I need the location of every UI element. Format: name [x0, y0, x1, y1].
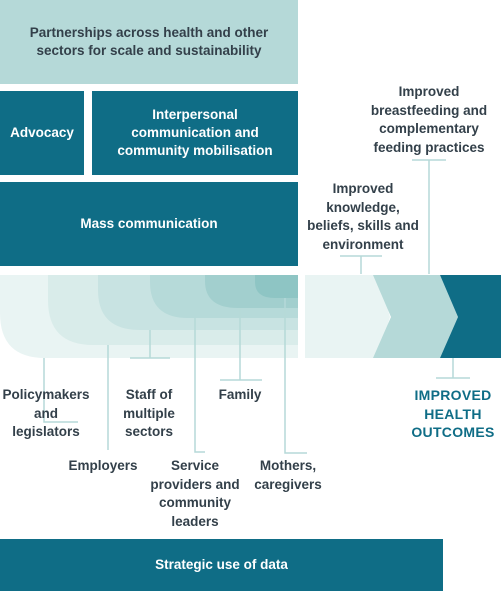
knowledge-outcome-label: Improved knowledge, beliefs, skills and … [307, 181, 419, 252]
staff-label: Staff of multiple sectors [123, 387, 175, 439]
family-label: Family [218, 387, 262, 402]
line-mothers [284, 298, 307, 454]
outcome-arrows [305, 275, 501, 358]
line-health [436, 358, 470, 379]
mothers-label: Mothers, caregivers [254, 458, 322, 492]
policymakers-label: Policymakers and legislators [2, 387, 90, 439]
arrow-dark [440, 275, 501, 358]
line-staff [130, 330, 170, 359]
line-knowledge [340, 255, 382, 274]
line-family [220, 308, 262, 381]
partnerships-label: Partnerships across health and other sec… [29, 25, 269, 58]
arrow-mid [373, 275, 458, 358]
mass-communication-label: Mass communication [80, 216, 218, 231]
line-policymakers [43, 358, 78, 423]
line-breastfeeding [412, 159, 446, 274]
line-service [194, 318, 205, 453]
arc-mothers [255, 275, 298, 298]
audience-arcs [0, 275, 298, 358]
partnerships-box: Partnerships across health and other sec… [0, 0, 298, 84]
employers-label: Employers [68, 458, 138, 473]
strategic-data-label: Strategic use of data [155, 557, 288, 572]
health-outcomes-label: IMPROVED HEALTH OUTCOMES [411, 387, 495, 440]
interpersonal-label: Interpersonal communication and communit… [117, 107, 273, 158]
mass-communication-box: Mass communication [0, 182, 298, 266]
arrow-light [305, 275, 390, 358]
breastfeeding-outcome-label: Improved breastfeeding and complementary… [370, 84, 488, 155]
advocacy-label: Advocacy [10, 125, 74, 140]
interpersonal-box: Interpersonal communication and communit… [92, 91, 298, 175]
connector-lines [43, 159, 470, 454]
strategic-data-box: Strategic use of data [0, 539, 443, 591]
service-providers-label: Service providers and community leaders [150, 458, 240, 529]
advocacy-box: Advocacy [0, 91, 84, 175]
